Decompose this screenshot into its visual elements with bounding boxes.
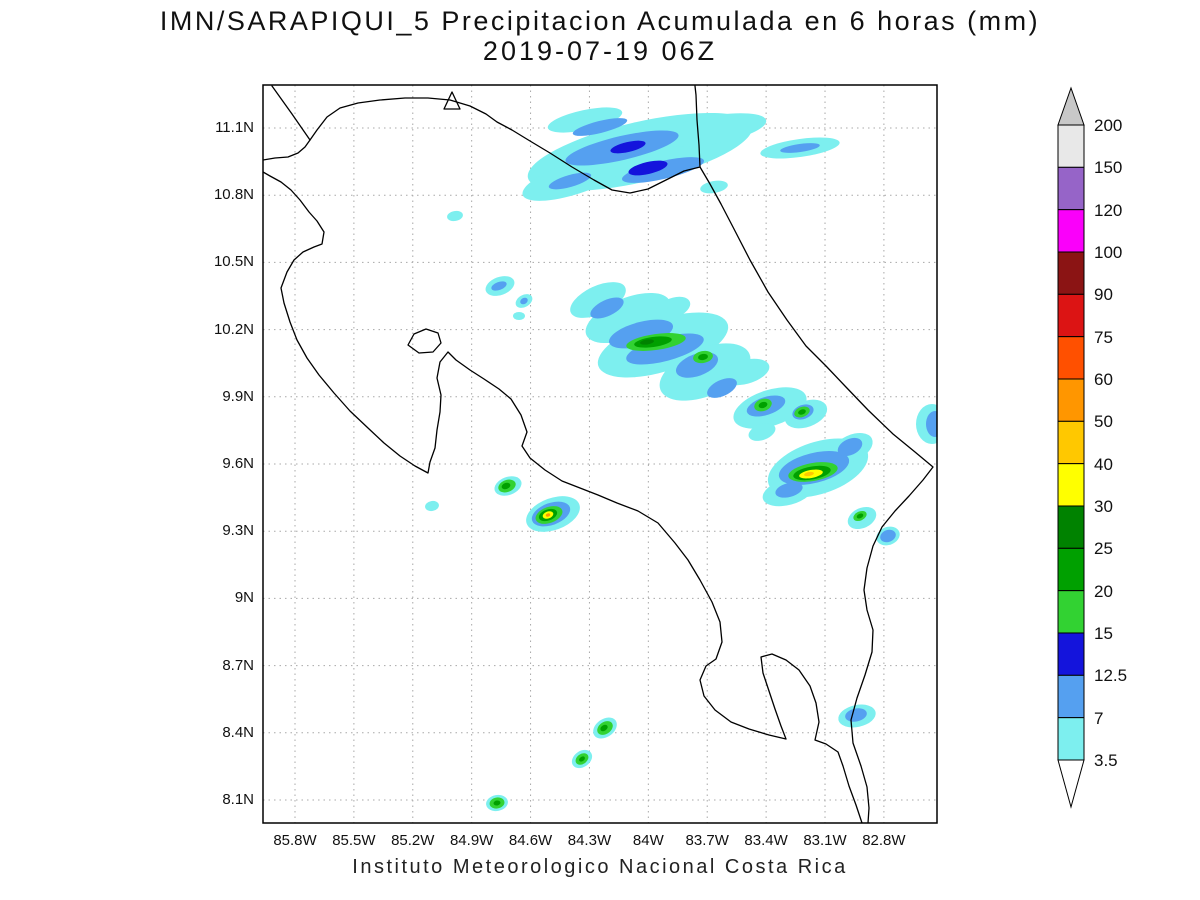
chart-subtitle-datetime: 2019-07-19 06Z [482, 36, 718, 66]
lon-tick-label: 84.9W [449, 832, 494, 849]
colorbar-tick-label: 25 [1094, 539, 1113, 559]
lat-tick-label: 8.1N [222, 791, 254, 808]
gulf-island-outline [407, 328, 442, 354]
precip-layer-25mm [640, 339, 654, 345]
precip-layer-50mm [545, 513, 551, 517]
nicaragua-coast-and-border [271, 85, 701, 194]
precip-layer-40mm [804, 471, 814, 477]
lon-tick-label: 85.8W [273, 832, 317, 849]
colorbar-tick-label: 150 [1094, 158, 1123, 178]
colorbar-tick-label: 15 [1094, 623, 1113, 643]
lon-tick-label: 85.2W [391, 832, 435, 849]
caribbean-coast-panama-border [699, 166, 934, 823]
lon-tick-label: 84.3W [567, 832, 612, 849]
colorbar-tick-label: 7 [1094, 708, 1104, 728]
colorbar-tick-label: 50 [1094, 412, 1113, 432]
lon-tick-label: 85.5W [332, 832, 376, 849]
lat-tick-label: 11.1N [215, 119, 254, 136]
map-frame [262, 84, 938, 824]
lat-tick-label: 10.8N [213, 186, 254, 204]
colorbar-tick-label: 75 [1094, 327, 1113, 347]
lon-tick-label: 83.4W [744, 832, 788, 849]
precip-layer-12.5mm [610, 140, 668, 176]
colorbar-tick-label: 12.5 [1094, 666, 1128, 686]
lat-tick-label: 9.9N [222, 387, 254, 405]
lat-tick-label: 8.7N [222, 656, 254, 674]
pacific-coast [263, 171, 863, 823]
lat-tick-label: 9.6N [222, 455, 254, 472]
colorbar-tick-label: 40 [1094, 454, 1113, 474]
lake-island-triangle [443, 91, 461, 110]
lon-tick-label: 83.1W [803, 832, 847, 849]
lon-tick-label: 83.7W [685, 832, 729, 849]
precip-layer-7mm [491, 118, 937, 722]
lat-tick-label: 8.4N [222, 723, 254, 741]
colorbar-tick-label: 200 [1094, 116, 1123, 135]
source-caption: Instituto Meteorologico Nacional Costa R… [352, 856, 848, 878]
lon-tick-label: 82.8W [862, 832, 906, 849]
colorbar-tick-label: 90 [1094, 285, 1113, 305]
colorbar-tick-label: 60 [1094, 369, 1113, 389]
chart-title: IMN/SARAPIQUI_5 Precipitacion Acumulada … [159, 6, 1041, 36]
coastlines-and-borders [263, 85, 934, 823]
lon-tick-label: 84W [632, 832, 664, 849]
colorbar-tick-label: 3.5 [1094, 750, 1118, 770]
lat-tick-label: 9.3N [222, 522, 254, 540]
lon-tick-label: 84.6W [508, 832, 553, 849]
precip-layer-3.5mm [425, 107, 937, 812]
colorbar-tick-label: 120 [1094, 200, 1123, 220]
lat-tick-label: 10.2N [213, 320, 254, 338]
precipitation-field [425, 107, 937, 812]
colorbar-tick-label: 20 [1094, 581, 1113, 601]
lat-tick-label: 10.5N [213, 253, 254, 271]
lat-tick-label: 9N [234, 589, 254, 607]
santa-elena-north-coast [263, 139, 311, 161]
map-content [263, 85, 937, 823]
colorbar [1057, 86, 1085, 809]
colorbar-tick-label: 30 [1094, 496, 1113, 516]
colorbar-tick-label: 100 [1094, 242, 1123, 262]
